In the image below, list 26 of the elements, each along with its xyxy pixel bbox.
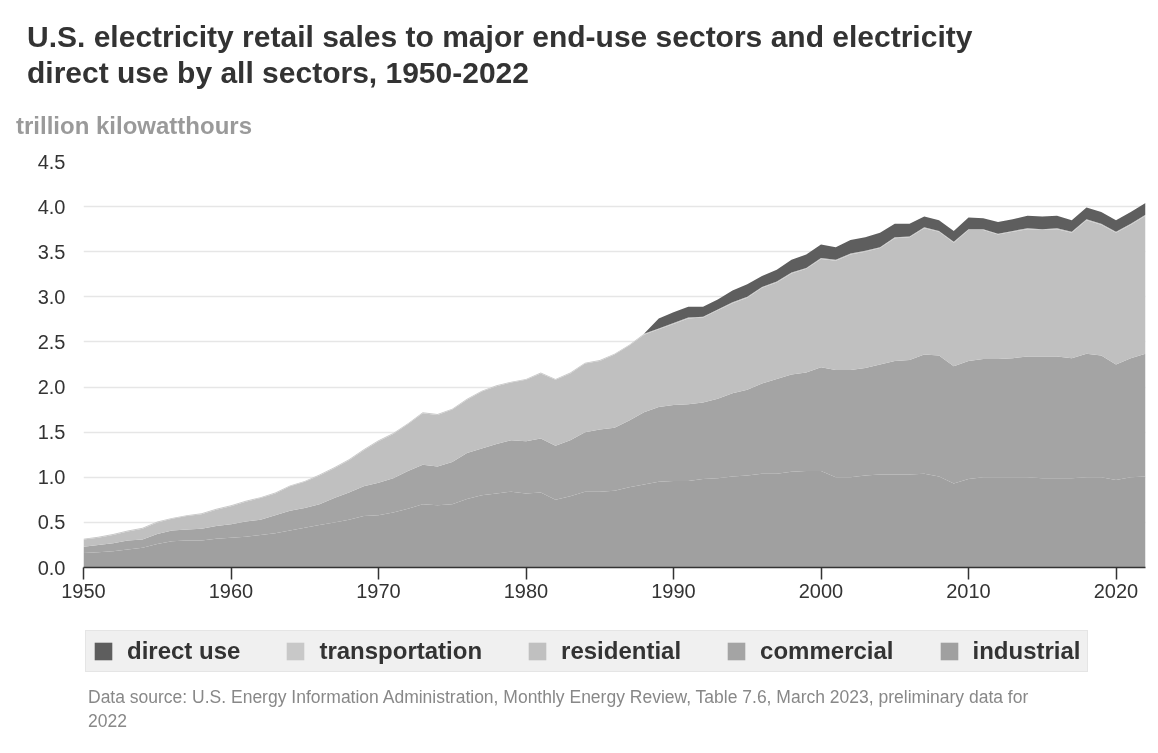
x-tick-label: 1980 bbox=[503, 579, 549, 602]
y-tick-label: 3.0 bbox=[37, 285, 66, 308]
x-tick-label: 1970 bbox=[356, 579, 401, 602]
y-axis-title: trillion kilowatthours bbox=[16, 112, 253, 140]
source-note: Data source: U.S. Energy Information Administration, Monthly Energy Review, Table 7.6, March 2023, preliminary data for 2022 bbox=[88, 686, 1030, 733]
x-tick-label: 1990 bbox=[651, 579, 696, 602]
x-tick-label: 1960 bbox=[208, 579, 254, 602]
x-tick-label: 2020 bbox=[1093, 579, 1139, 602]
chart-title: U.S. electricity retail sales to major end-use sectors and electricity direct use by all sectors, 1950-2022 bbox=[27, 19, 974, 91]
legend-label: commercial bbox=[760, 637, 894, 665]
y-tick-label: 4.0 bbox=[37, 195, 66, 218]
y-tick-label: 0.5 bbox=[37, 511, 66, 534]
legend-label: direct use bbox=[127, 637, 241, 665]
y-tick-label: 1.5 bbox=[37, 421, 66, 444]
y-tick-label: 4.5 bbox=[37, 150, 66, 173]
x-tick-label: 2010 bbox=[946, 579, 991, 602]
y-tick-label: 2.0 bbox=[37, 376, 66, 399]
y-tick-label: 0.0 bbox=[37, 556, 66, 579]
y-tick-label: 1.0 bbox=[37, 466, 66, 489]
legend-label: residential bbox=[561, 637, 682, 665]
y-tick-label: 2.5 bbox=[37, 330, 66, 353]
x-tick-label: 1950 bbox=[61, 579, 106, 602]
legend-label: transportation bbox=[319, 637, 483, 665]
legend-label: industrial bbox=[972, 637, 1081, 665]
x-tick-label: 2000 bbox=[798, 579, 844, 602]
y-tick-label: 3.5 bbox=[37, 240, 66, 263]
